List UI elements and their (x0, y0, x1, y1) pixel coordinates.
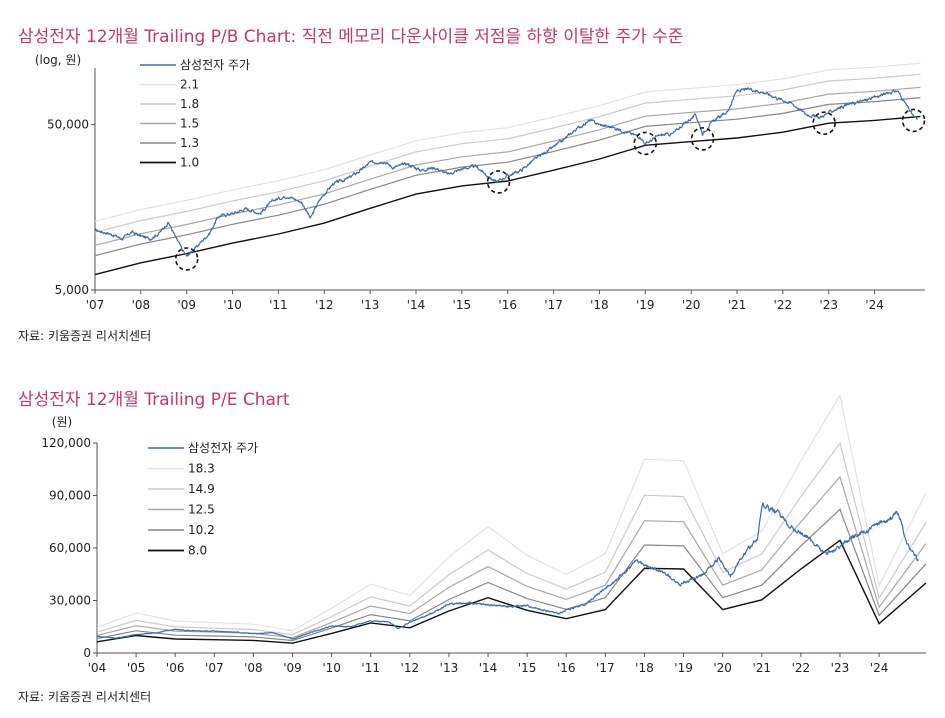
pb-trough-circle (633, 131, 658, 156)
pe-source-note: 자료: 키움증권 리서치센터 (18, 690, 152, 704)
pb-legend-label: 1.0 (180, 156, 199, 170)
pb-band-line-1-0 (94, 115, 921, 276)
pb-trough-circle (486, 170, 511, 194)
pb-x-tick-label: '17 (544, 298, 563, 312)
pb-legend-label: 삼성전자 주가 (180, 58, 250, 72)
pe-x-tick-label: '19 (674, 661, 693, 675)
pe-band-line-12-5 (96, 475, 927, 639)
pe-x-tick-label: '21 (752, 661, 771, 675)
pb-x-tick-label: '23 (819, 298, 838, 312)
pe-x-tick-label: '05 (127, 661, 146, 675)
pb-x-tick-label: '19 (636, 298, 655, 312)
pe-y-tick-label: 30,000 (49, 594, 91, 608)
pb-band-line-1-8 (94, 73, 921, 233)
pe-chart: (원) 0 30,000 60,000 90,000 120,000 '04 '05 '06 '0… (41, 393, 927, 675)
pb-trough-circle (812, 111, 836, 136)
pe-x-tick-label: '07 (205, 661, 224, 675)
pb-x-tick-label: '16 (498, 298, 517, 312)
pe-y-tick-label: 0 (83, 646, 91, 660)
pb-trough-circle (174, 247, 199, 271)
pb-x-tick-label: '22 (774, 298, 793, 312)
pb-x-tick-label: '14 (407, 298, 426, 312)
pe-x-tick-label: '14 (479, 661, 498, 675)
pe-x-tick-label: '06 (166, 661, 185, 675)
pe-legend-label: 10.2 (188, 523, 215, 537)
pe-legend-label: 18.3 (188, 462, 215, 476)
pe-x-tick-label: '23 (831, 661, 850, 675)
pe-y-tick-label: 60,000 (49, 541, 91, 555)
pe-x-tick-label: '22 (792, 661, 811, 675)
pb-x-tick-label: '24 (865, 298, 884, 312)
pb-band-line-1-3 (94, 97, 921, 257)
pe-y-tick-label: 90,000 (49, 489, 91, 503)
pe-y-tick-label: 120,000 (41, 436, 91, 450)
pb-x-tick-label: '15 (453, 298, 472, 312)
pe-x-tick-label: '24 (870, 661, 889, 675)
pb-legend-label: 1.8 (180, 97, 199, 111)
pb-legend-label: 1.5 (180, 117, 199, 131)
pb-x-tick-label: '12 (315, 298, 334, 312)
pe-x-tick-label: '18 (635, 661, 654, 675)
pe-x-tick-label: '09 (283, 661, 302, 675)
pe-chart-title: 삼성전자 12개월 Trailing P/E Chart (18, 390, 290, 410)
pb-x-tick-label: '18 (590, 298, 609, 312)
pe-band-line-10-2 (96, 508, 927, 642)
pb-x-tick-label: '20 (682, 298, 701, 312)
pe-band-line-8-0 (96, 539, 927, 644)
pb-x-tick-label: '09 (177, 298, 196, 312)
pe-x-tick-label: '15 (518, 661, 537, 675)
pe-x-tick-label: '16 (557, 661, 576, 675)
pb-x-tick-label: '11 (269, 298, 288, 312)
pe-legend-label: 14.9 (188, 482, 215, 496)
pb-y-tick-label: 5,000 (55, 283, 89, 297)
pb-trough-circle (901, 108, 926, 133)
pe-price-line (96, 502, 919, 640)
pe-x-tick-label: '13 (440, 661, 459, 675)
pe-x-tick-label: '17 (596, 661, 615, 675)
pe-y-axis-label: (원) (52, 415, 72, 429)
pb-source-note: 자료: 키움증권 리서치센터 (18, 329, 152, 343)
pe-x-tick-label: '12 (401, 661, 420, 675)
pb-price-line (94, 87, 918, 257)
pb-legend-label: 1.3 (180, 136, 199, 150)
pe-band-line-18-3 (96, 393, 927, 632)
pe-legend-label: 12.5 (188, 503, 215, 517)
pe-x-tick-label: '10 (322, 661, 341, 675)
pe-legend-label: 삼성전자 주가 (188, 441, 258, 455)
pe-band-line-14-9 (96, 441, 927, 636)
pb-x-tick-label: '13 (361, 298, 380, 312)
pe-x-tick-label: '20 (713, 661, 732, 675)
pb-chart: (log, 원) 5,000 50,000 '07 '08 '09 '10 '11 '12 '13… (35, 53, 926, 312)
pb-trough-circle (690, 127, 715, 151)
pb-legend-label: 2.1 (180, 78, 199, 92)
pe-x-tick-label: '11 (361, 661, 380, 675)
pb-chart-title: 삼성전자 12개월 Trailing P/B Chart: 직전 메모리 다운사… (18, 27, 684, 47)
pb-x-tick-label: '10 (223, 298, 242, 312)
pb-y-tick-label: 50,000 (47, 118, 89, 132)
pe-x-tick-label: '08 (244, 661, 263, 675)
pb-x-tick-label: '21 (728, 298, 747, 312)
pe-legend-label: 8.0 (188, 544, 207, 558)
pb-band-line-2-1 (94, 62, 921, 222)
pb-x-tick-label: '08 (132, 298, 151, 312)
pb-x-tick-label: '07 (86, 298, 105, 312)
pe-x-tick-label: '04 (88, 661, 107, 675)
pb-y-axis-label: (log, 원) (35, 53, 81, 67)
